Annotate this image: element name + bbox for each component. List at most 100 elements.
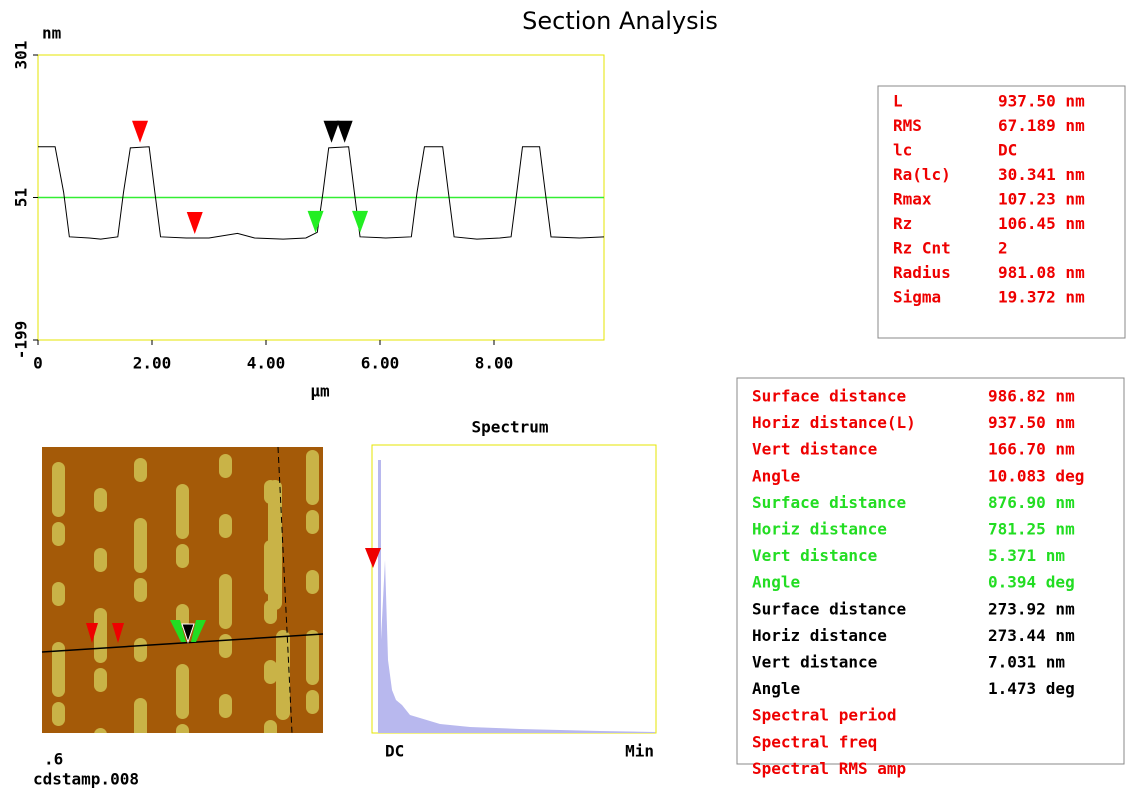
rod xyxy=(94,668,107,692)
stat-value: 106.45 nm xyxy=(998,214,1085,233)
screen: Section Analysis nm μm .6 cdstamp.008 Sp… xyxy=(0,0,1127,791)
x-tick-label: 6.00 xyxy=(361,354,400,373)
measure-label: Vert distance xyxy=(752,440,877,459)
rod xyxy=(176,484,189,539)
measure-label: Spectral RMS amp xyxy=(752,759,906,778)
rod xyxy=(219,514,232,538)
rod xyxy=(52,462,65,517)
cursor xyxy=(187,212,203,234)
measure-label: Surface distance xyxy=(752,387,906,406)
measure-label: Angle xyxy=(752,679,800,698)
rod xyxy=(94,608,107,663)
x-unit: μm xyxy=(310,382,330,401)
stat-value: 2 xyxy=(998,239,1008,258)
rod xyxy=(264,660,277,684)
rod xyxy=(176,724,189,748)
measure-value: 781.25 nm xyxy=(988,520,1075,539)
x-tick-label: 8.00 xyxy=(475,354,514,373)
rod xyxy=(52,522,65,546)
measure-value: 166.70 nm xyxy=(988,440,1075,459)
stat-label: Rz Cnt xyxy=(893,239,951,258)
rod xyxy=(52,702,65,726)
rod xyxy=(134,458,147,482)
measure-value: 273.44 nm xyxy=(988,626,1075,645)
cursor xyxy=(324,121,340,143)
stat-value: 30.341 nm xyxy=(998,165,1085,184)
spectrum-left: DC xyxy=(385,742,404,761)
measure-label: Horiz distance xyxy=(752,626,887,645)
rod xyxy=(219,694,232,718)
stat-label: L xyxy=(893,92,903,111)
measure-label: Spectral freq xyxy=(752,732,877,751)
x-tick-label: 0 xyxy=(33,354,43,373)
y-unit: nm xyxy=(42,24,62,43)
title: Section Analysis xyxy=(522,7,718,35)
spectrum-frame xyxy=(372,445,656,733)
stat-label: Sigma xyxy=(893,288,941,307)
rod xyxy=(176,664,189,719)
rod xyxy=(176,544,189,568)
rod xyxy=(219,454,232,478)
rod xyxy=(306,570,319,594)
image-scale: .6 xyxy=(44,750,63,769)
rod xyxy=(134,578,147,602)
measure-value: 986.82 nm xyxy=(988,387,1075,406)
rod xyxy=(134,698,147,753)
measure-value: 10.083 deg xyxy=(988,466,1084,485)
measure-value: 0.394 deg xyxy=(988,573,1075,592)
rod xyxy=(94,728,107,752)
rod xyxy=(306,450,319,505)
measure-label: Angle xyxy=(752,466,800,485)
y-tick-label: 301 xyxy=(12,41,31,70)
measure-label: Surface distance xyxy=(752,599,906,618)
rod xyxy=(276,630,290,720)
measure-label: Vert distance xyxy=(752,546,877,565)
measure-label: Horiz distance(L) xyxy=(752,413,916,432)
measure-value: 7.031 nm xyxy=(988,653,1065,672)
measure-value: 876.90 nm xyxy=(988,493,1075,512)
stat-label: Ra(lc) xyxy=(893,165,951,184)
rod xyxy=(219,634,232,658)
rod xyxy=(52,582,65,606)
rod xyxy=(306,690,319,714)
image-filename: cdstamp.008 xyxy=(33,770,139,789)
measure-label: Angle xyxy=(752,573,800,592)
stat-value: 19.372 nm xyxy=(998,288,1085,307)
y-tick-label: 51 xyxy=(12,188,31,207)
measure-value: 5.371 nm xyxy=(988,546,1065,565)
rod xyxy=(94,548,107,572)
rod xyxy=(134,518,147,573)
measure-label: Vert distance xyxy=(752,653,877,672)
rod xyxy=(94,488,107,512)
stat-value: 981.08 nm xyxy=(998,263,1085,282)
cursor xyxy=(308,211,324,233)
profile-line xyxy=(38,147,604,239)
rod xyxy=(134,638,147,662)
spectrum-bars xyxy=(378,460,655,733)
x-tick-label: 2.00 xyxy=(133,354,172,373)
y-tick-label: -199 xyxy=(12,321,31,360)
measure-value: 937.50 nm xyxy=(988,413,1075,432)
rod xyxy=(268,480,282,610)
cursor xyxy=(352,211,368,233)
spectrum-right: Min xyxy=(625,742,654,761)
spectrum-title: Spectrum xyxy=(471,418,548,437)
afm-image xyxy=(42,447,323,775)
stat-value: 67.189 nm xyxy=(998,116,1085,135)
rod xyxy=(264,720,277,775)
cursor xyxy=(337,121,353,143)
stat-label: Radius xyxy=(893,263,951,282)
x-tick-label: 4.00 xyxy=(247,354,286,373)
cursor xyxy=(132,121,148,143)
measure-label: Horiz distance xyxy=(752,520,887,539)
stat-label: Rz xyxy=(893,214,912,233)
stat-label: lc xyxy=(893,141,912,160)
stat-label: RMS xyxy=(893,116,922,135)
measure-label: Spectral period xyxy=(752,706,897,725)
stat-value: DC xyxy=(998,141,1017,160)
measure-value: 273.92 nm xyxy=(988,599,1075,618)
rod xyxy=(219,574,232,629)
stat-label: Rmax xyxy=(893,190,932,209)
stat-value: 937.50 nm xyxy=(998,92,1085,111)
measure-value: 1.473 deg xyxy=(988,679,1075,698)
